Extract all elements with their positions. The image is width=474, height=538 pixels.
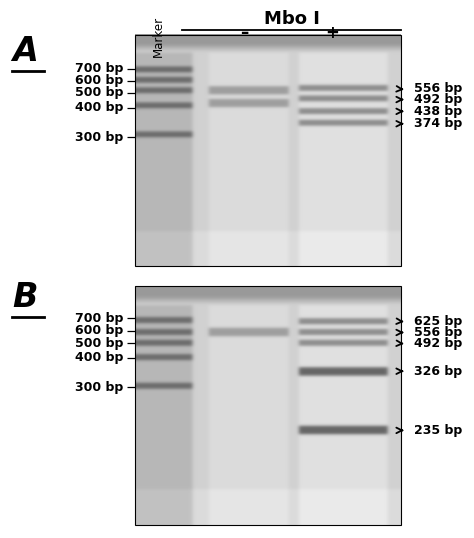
Text: 556 bp: 556 bp (414, 326, 462, 339)
Bar (135, 286, 401, 525)
Text: 438 bp: 438 bp (414, 105, 462, 118)
Text: 500 bp: 500 bp (75, 337, 123, 350)
Text: 374 bp: 374 bp (414, 117, 462, 130)
Text: 235 bp: 235 bp (414, 424, 462, 437)
Text: 625 bp: 625 bp (414, 315, 462, 328)
Text: A: A (12, 35, 38, 68)
Text: 400 bp: 400 bp (75, 351, 123, 364)
Text: 492 bp: 492 bp (414, 93, 462, 106)
Text: +: + (325, 24, 339, 42)
Text: 326 bp: 326 bp (414, 365, 462, 378)
Text: 600 bp: 600 bp (75, 74, 123, 87)
Bar (135, 35, 401, 266)
Text: 300 bp: 300 bp (75, 381, 123, 394)
Text: 600 bp: 600 bp (75, 324, 123, 337)
Text: –: – (240, 24, 248, 42)
Text: 700 bp: 700 bp (75, 62, 123, 75)
Text: 700 bp: 700 bp (75, 312, 123, 325)
Text: 492 bp: 492 bp (414, 337, 462, 350)
Text: 400 bp: 400 bp (75, 101, 123, 114)
Text: Marker: Marker (152, 16, 165, 57)
Text: 300 bp: 300 bp (75, 131, 123, 144)
Text: 500 bp: 500 bp (75, 86, 123, 99)
Text: B: B (12, 281, 37, 314)
Text: Mbo I: Mbo I (264, 10, 319, 27)
Text: 556 bp: 556 bp (414, 82, 462, 95)
